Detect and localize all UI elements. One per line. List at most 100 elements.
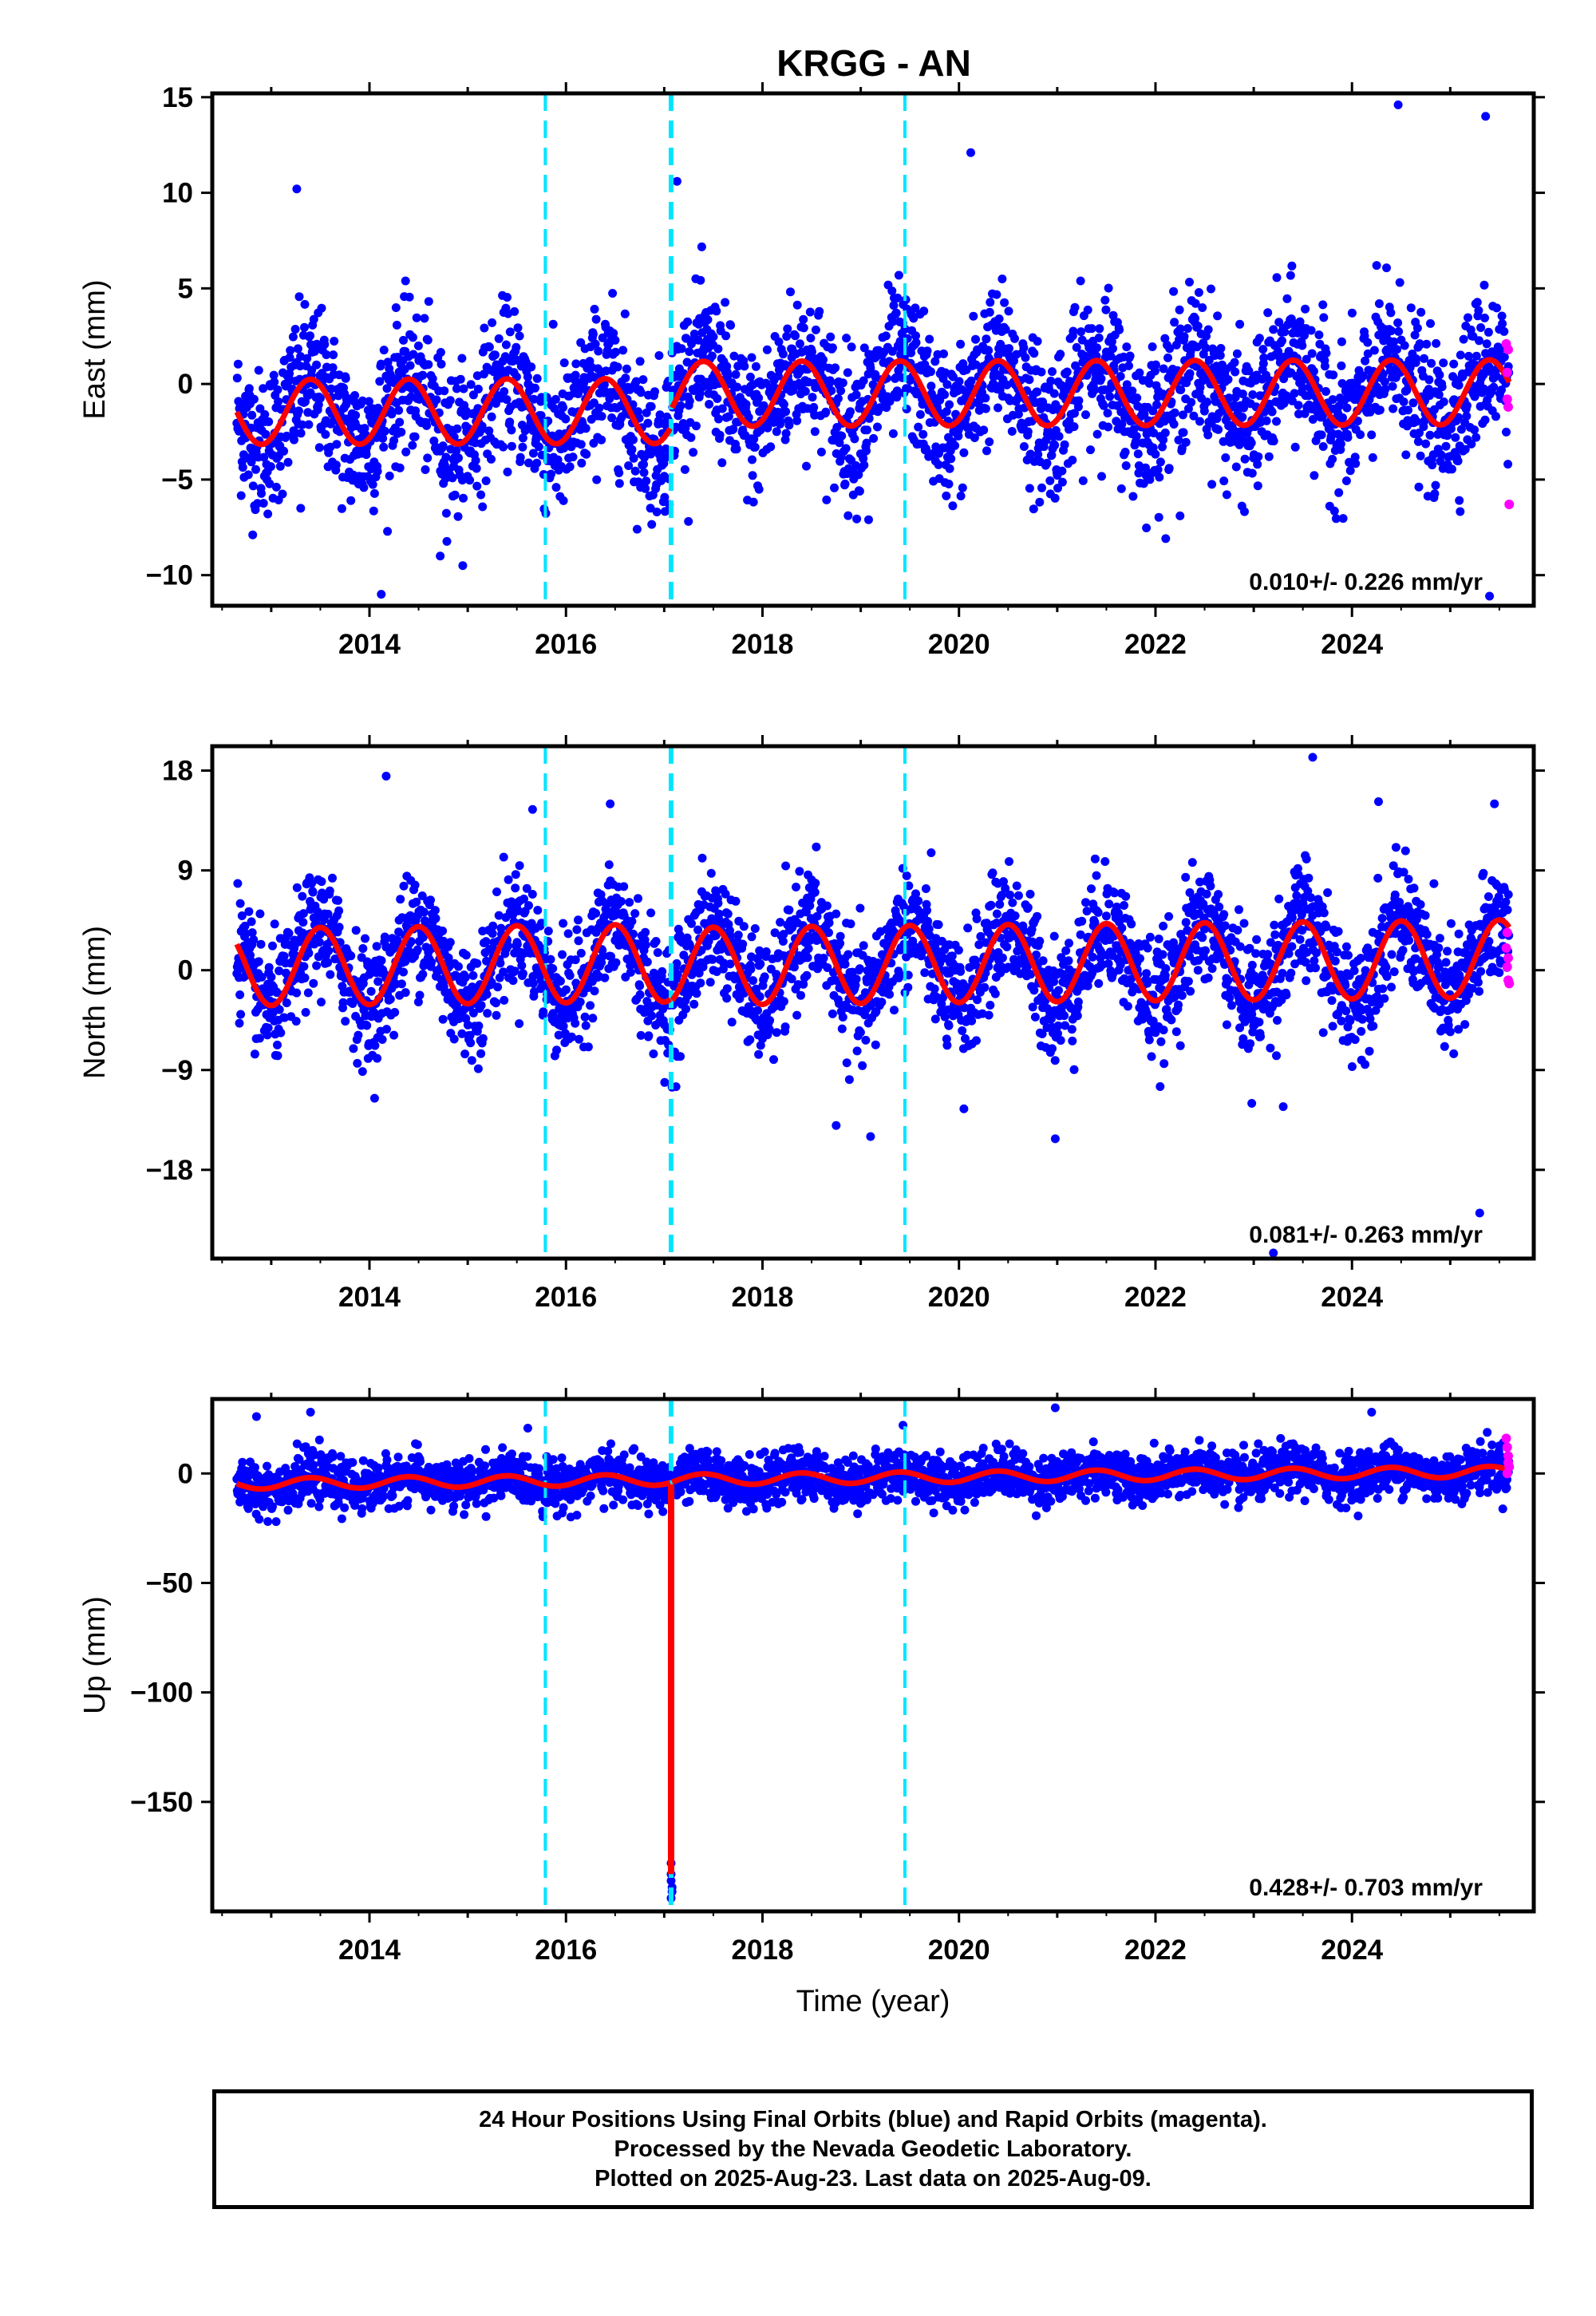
data-point — [1350, 453, 1360, 462]
data-point — [293, 344, 302, 354]
data-point — [1207, 480, 1217, 489]
data-point — [885, 397, 895, 406]
data-point — [1318, 442, 1328, 451]
data-point — [723, 909, 733, 919]
data-point — [958, 483, 967, 492]
data-point — [410, 432, 420, 441]
data-point — [982, 446, 991, 456]
data-point — [515, 331, 524, 341]
data-point — [1426, 318, 1435, 328]
data-point — [551, 394, 560, 404]
data-point — [804, 944, 813, 954]
data-point — [306, 331, 314, 341]
data-point — [1132, 393, 1142, 403]
data-point — [1074, 396, 1084, 405]
data-point — [622, 954, 632, 964]
data-point — [635, 357, 645, 366]
data-point — [772, 427, 781, 437]
data-point — [1005, 344, 1013, 354]
data-point — [1453, 456, 1463, 466]
data-point — [405, 292, 414, 302]
data-point — [465, 1030, 475, 1040]
data-point — [826, 332, 836, 342]
data-point — [1033, 387, 1042, 397]
data-point — [842, 1058, 851, 1068]
data-point — [1077, 327, 1086, 337]
data-point — [618, 346, 628, 355]
data-point — [1019, 343, 1029, 353]
data-point — [1064, 956, 1073, 966]
data-point — [639, 460, 648, 469]
data-point — [430, 906, 440, 915]
data-point — [1214, 425, 1223, 434]
data-point — [1116, 484, 1126, 493]
data-point — [1203, 325, 1213, 334]
data-point — [673, 970, 682, 979]
data-point — [625, 898, 634, 907]
data-point — [467, 1056, 476, 1065]
data-point — [1455, 496, 1464, 505]
data-point — [980, 982, 990, 992]
data-point — [533, 906, 543, 915]
data-point — [921, 884, 930, 893]
data-point — [582, 449, 591, 459]
data-point — [499, 967, 508, 977]
data-point — [1498, 319, 1507, 329]
data-point — [422, 421, 432, 430]
data-point — [251, 464, 260, 474]
data-point — [413, 998, 423, 1006]
data-point — [629, 435, 638, 445]
data-point — [279, 951, 289, 961]
data-point — [781, 429, 791, 438]
data-point — [298, 891, 307, 901]
data-point — [780, 1022, 790, 1032]
data-point — [756, 959, 765, 969]
data-point — [764, 1025, 774, 1034]
data-point — [1412, 417, 1421, 426]
data-point — [418, 370, 428, 380]
data-point — [583, 983, 593, 992]
data-point — [413, 945, 422, 954]
data-point — [1334, 488, 1344, 497]
data-point — [389, 1030, 399, 1040]
data-point — [1331, 514, 1341, 524]
data-point — [928, 449, 937, 458]
data-point — [684, 516, 693, 526]
data-point — [1175, 324, 1185, 334]
data-point — [691, 421, 701, 431]
data-point — [341, 373, 350, 383]
data-point — [944, 1021, 954, 1030]
data-point — [1272, 417, 1281, 426]
plot-frame — [210, 91, 1536, 608]
data-point — [1319, 313, 1329, 322]
data-point — [631, 377, 641, 386]
data-point — [558, 950, 567, 959]
data-point — [1050, 493, 1060, 503]
data-point — [494, 911, 504, 920]
data-point — [1235, 319, 1245, 329]
data-point — [1480, 313, 1489, 322]
data-point — [1187, 397, 1196, 407]
data-point — [503, 467, 512, 476]
data-point — [971, 360, 981, 370]
data-point — [1454, 381, 1464, 390]
outlier-point — [377, 590, 386, 599]
data-point — [1023, 427, 1033, 437]
data-point — [750, 442, 760, 452]
data-point — [747, 932, 757, 942]
y-tick-label: −5 — [161, 464, 193, 496]
data-point — [254, 366, 263, 375]
x-tick-label: 2018 — [732, 629, 794, 660]
data-point — [1219, 437, 1228, 446]
data-point — [721, 298, 730, 307]
data-point — [300, 322, 309, 332]
data-point — [959, 448, 969, 457]
data-point — [308, 887, 318, 897]
data-point — [979, 425, 989, 435]
data-point — [837, 1024, 847, 1034]
data-point — [713, 899, 723, 908]
data-point — [444, 953, 453, 962]
data-point — [1219, 476, 1229, 486]
data-point — [1290, 442, 1300, 452]
